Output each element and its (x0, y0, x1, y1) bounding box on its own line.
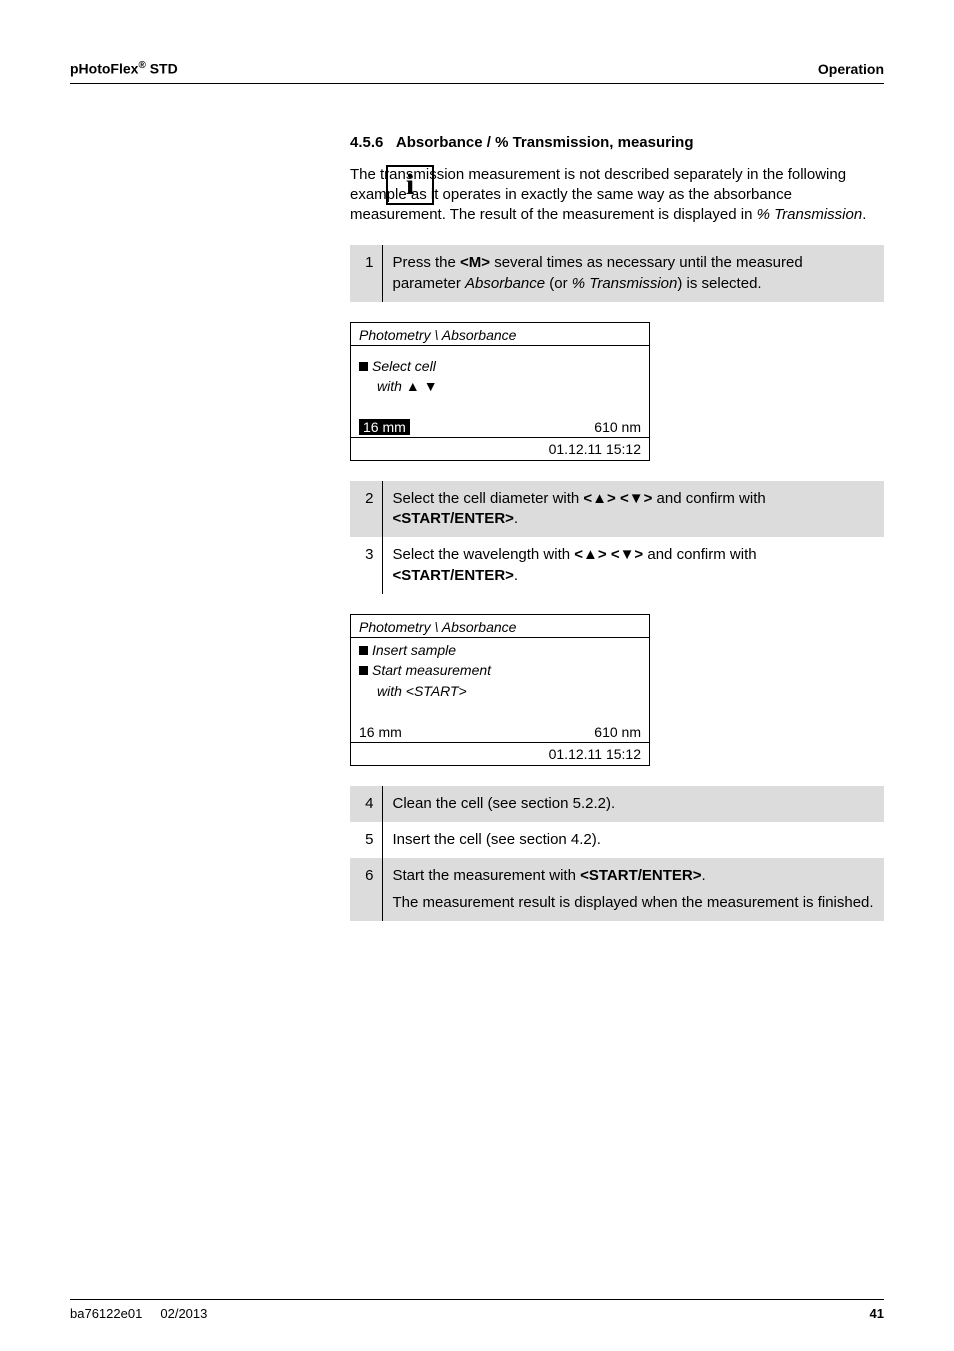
step-table-1: 1 Press the <M> several times as necessa… (350, 245, 884, 302)
display1-line1: Select cell (359, 356, 641, 376)
page-header: pHotoFlex® STD Operation (70, 60, 884, 84)
step-1-text: Press the <M> several times as necessary… (382, 245, 884, 302)
step-5-text: Insert the cell (see section 4.2). (382, 822, 884, 858)
s1i1: Absorbance (465, 275, 545, 292)
step-4-row: 4 Clean the cell (see section 5.2.2). (350, 786, 884, 822)
s6t2: . (702, 867, 706, 884)
s3t3: . (514, 567, 518, 584)
lcd-display-2: Photometry \ Absorbance Insert sample St… (350, 614, 650, 766)
step-1-row: 1 Press the <M> several times as necessa… (350, 245, 884, 302)
step-5-row: 5 Insert the cell (see section 4.2). (350, 822, 884, 858)
display1-body: Select cell with ▲ ▼ (351, 346, 649, 416)
footer-date: 02/2013 (160, 1306, 207, 1321)
footer-docid: ba76122e01 (70, 1306, 142, 1321)
display2-line3: with <START> (359, 681, 641, 701)
section-title-text: Absorbance / % Transmission, measuring (396, 134, 694, 151)
page-footer: ba76122e01 02/2013 41 (70, 1299, 884, 1321)
step-6-text: Start the measurement with <START/ENTER>… (382, 858, 884, 921)
s3t1: Select the wavelength with (393, 546, 575, 563)
bullet-icon (359, 666, 368, 675)
d2l1: Insert sample (372, 640, 456, 660)
step-2-row: 2 Select the cell diameter with <▲> <▼> … (350, 481, 884, 538)
display1-timestamp-row: 01.12.11 15:12 (351, 437, 649, 460)
d2l2: Start measurement (372, 660, 491, 680)
step-6-num: 6 (350, 858, 382, 921)
s3k3: <START/ENTER> (393, 567, 514, 584)
s3t2: and confirm with (643, 546, 756, 563)
step-table-3: 4 Clean the cell (see section 5.2.2). 5 … (350, 786, 884, 921)
step-4-text: Clean the cell (see section 5.2.2). (382, 786, 884, 822)
section-heading: 4.5.6 Absorbance / % Transmission, measu… (350, 134, 884, 151)
bullet-icon (359, 646, 368, 655)
display1-line2: with ▲ ▼ (359, 376, 641, 396)
s2t2: and confirm with (652, 490, 765, 507)
s6t3: The measurement result is displayed when… (393, 894, 874, 911)
display2-footer-top: 16 mm 610 nm (351, 721, 649, 742)
s2t1: Select the cell diameter with (393, 490, 584, 507)
s3k1: <▲> (574, 546, 606, 563)
header-product: pHotoFlex® STD (70, 60, 178, 77)
s1i2: % Transmission (572, 275, 678, 292)
step-3-text: Select the wavelength with <▲> <▼> and c… (382, 537, 884, 594)
d2cell: 16 mm (359, 724, 402, 740)
d2l3: with <START> (377, 681, 467, 701)
intro-italic: % Transmission (757, 206, 863, 223)
display2-timestamp-row: 01.12.11 15:12 (351, 742, 649, 765)
step-5-num: 5 (350, 822, 382, 858)
section-number: 4.5.6 (350, 134, 383, 151)
s6t1: Start the measurement with (393, 867, 581, 884)
step-2-num: 2 (350, 481, 382, 538)
info-icon-glyph: i (406, 168, 414, 202)
product-name: pHotoFlex (70, 61, 138, 77)
s2k2: <▼> (620, 490, 652, 507)
step-2-text: Select the cell diameter with <▲> <▼> an… (382, 481, 884, 538)
display1-footer-top: 16 mm 610 nm (351, 416, 649, 437)
s1t3: (or (545, 275, 572, 292)
step-6-row: 6 Start the measurement with <START/ENTE… (350, 858, 884, 921)
d2wave: 610 nm (594, 724, 641, 740)
up-arrow-icon: ▲ (406, 376, 420, 396)
down-arrow-icon: ▼ (424, 376, 438, 396)
s3k2: <▼> (611, 546, 643, 563)
s2k3: <START/ENTER> (393, 510, 514, 527)
step-3-row: 3 Select the wavelength with <▲> <▼> and… (350, 537, 884, 594)
s6k1: <START/ENTER> (580, 867, 701, 884)
footer-page-number: 41 (870, 1306, 884, 1321)
info-icon: i (386, 165, 434, 205)
header-section: Operation (818, 61, 884, 77)
display2-line2: Start measurement (359, 660, 641, 680)
s2k1: <▲> (583, 490, 615, 507)
d1wave: 610 nm (594, 419, 641, 435)
bullet-icon (359, 362, 368, 371)
lcd-display-1: Photometry \ Absorbance Select cell with… (350, 322, 650, 461)
s2t3: . (514, 510, 518, 527)
s1t4: ) is selected. (677, 275, 761, 292)
display1-title: Photometry \ Absorbance (351, 323, 649, 346)
intro-end: . (862, 206, 866, 223)
registered-mark: ® (138, 60, 145, 71)
step-1-num: 1 (350, 245, 382, 302)
d2time: 01.12.11 15:12 (549, 746, 641, 762)
product-suffix: STD (146, 61, 178, 77)
step-4-num: 4 (350, 786, 382, 822)
step-table-2: 2 Select the cell diameter with <▲> <▼> … (350, 481, 884, 594)
d1time: 01.12.11 15:12 (549, 441, 641, 457)
s1key: <M> (460, 254, 490, 271)
s1t1: Press the (393, 254, 461, 271)
step-3-num: 3 (350, 537, 382, 594)
d1l2p: with (377, 376, 402, 396)
display2-body: Insert sample Start measurement with <ST… (351, 638, 649, 721)
display2-line1: Insert sample (359, 640, 641, 660)
d1l1: Select cell (372, 356, 436, 376)
display2-title: Photometry \ Absorbance (351, 615, 649, 638)
footer-left: ba76122e01 02/2013 (70, 1306, 207, 1321)
d1cell: 16 mm (359, 419, 410, 435)
